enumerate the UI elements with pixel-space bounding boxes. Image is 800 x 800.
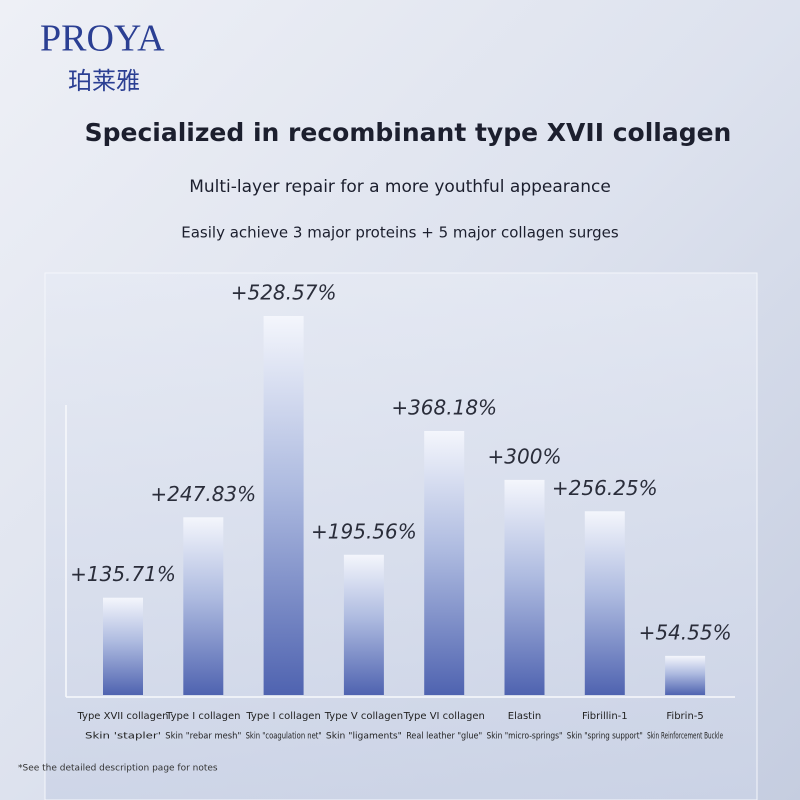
brand-name: PROYA — [40, 18, 165, 60]
bar — [424, 431, 465, 695]
chart-panel — [44, 272, 758, 800]
value-label: +528.57% — [231, 281, 337, 305]
bar — [665, 655, 706, 695]
category-description: Skin "rebar mesh" — [165, 732, 241, 742]
category-description: Real leather "glue" — [406, 732, 482, 742]
bar — [584, 511, 625, 695]
value-label: +54.55% — [639, 620, 732, 644]
x-tick-label: Elastin — [508, 711, 541, 722]
subtitle: Easily achieve 3 major proteins + 5 majo… — [181, 224, 619, 242]
category-description: Skin "spring support" — [567, 732, 643, 742]
x-tick-label: Fibrillin-1 — [582, 711, 628, 722]
bar — [263, 316, 304, 695]
category-description: Skin Reinforcement Buckle — [647, 732, 723, 742]
value-label: +300% — [488, 444, 562, 468]
x-tick-label: Fibrin-5 — [666, 711, 703, 722]
x-tick-label: Type I collagen — [245, 711, 320, 722]
chart-title: Specialized in recombinant type XVII col… — [85, 118, 732, 147]
value-label: +247.83% — [150, 482, 256, 506]
bar — [183, 517, 224, 695]
footnote: *See the detailed description page for n… — [18, 764, 218, 774]
bar — [504, 479, 545, 695]
x-tick-label: Type I collagen — [165, 711, 240, 722]
x-tick-label: Type VI collagen — [403, 711, 485, 722]
category-description: Skin "ligaments" — [326, 732, 402, 742]
value-label: +135.71% — [70, 562, 176, 586]
brand-chinese: 珀莱雅 — [68, 67, 140, 95]
value-label: +195.56% — [311, 519, 417, 543]
category-description: Skin "coagulation net" — [246, 732, 322, 742]
category-description: Skin 'stapler' — [85, 732, 161, 742]
value-label: +368.18% — [391, 396, 497, 420]
bar — [343, 554, 384, 695]
category-description: Skin "micro-springs" — [487, 732, 563, 742]
x-tick-label: Type V collagen — [324, 711, 403, 722]
value-label: +256.25% — [552, 476, 658, 500]
subtitle: Multi-layer repair for a more youthful a… — [189, 177, 611, 197]
bar — [103, 597, 143, 695]
x-tick-label: Type XVII collagen — [76, 711, 168, 722]
